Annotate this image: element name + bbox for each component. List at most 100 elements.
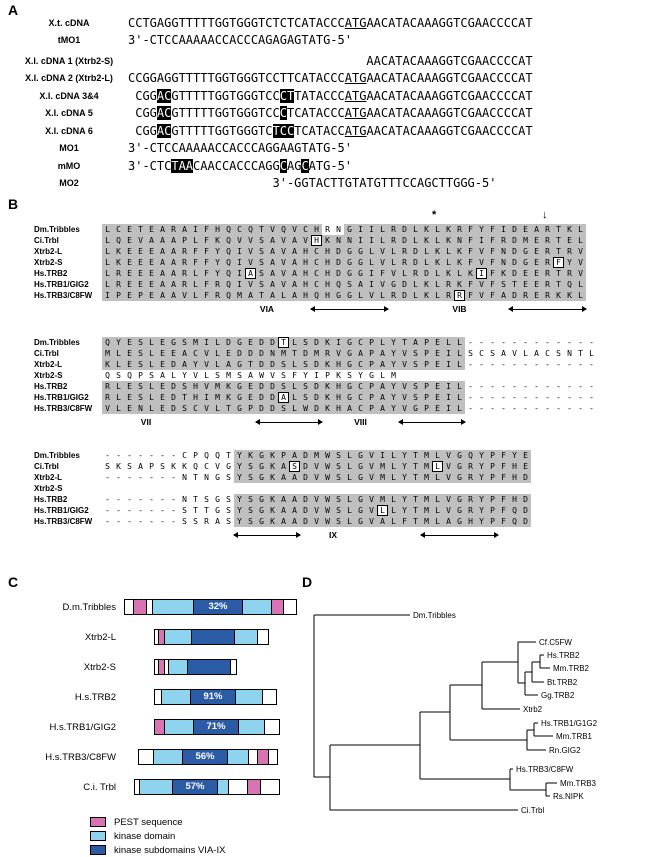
alignment-row: Hs.TRB1/GIG2 L R E E E A A R L F R Q I V S A V A H C H Q S A I V G D… <box>34 279 597 290</box>
aa-cell: F <box>498 450 509 461</box>
aa-cell: H <box>300 279 311 290</box>
aa-cell: L <box>432 505 443 516</box>
aa-cell <box>212 483 223 494</box>
aa-cell: Q <box>223 290 234 301</box>
aa-cell: M <box>212 381 223 392</box>
legend-label: kinase subdomains VIA-IX <box>114 844 226 856</box>
aa-cell: H <box>300 268 311 279</box>
aa-cell: E <box>124 348 135 359</box>
aa-cell <box>113 483 124 494</box>
sequence-row: X.l. cDNA 3&4 CGGACGTTTTTGGTGGGTCCCTTATA… <box>10 87 533 105</box>
aa-cell: R <box>454 290 465 301</box>
domain-bar <box>154 659 237 675</box>
aa-cell: C <box>355 392 366 403</box>
aa-cell: I <box>443 403 454 414</box>
seq-segment: AACATACAAAGGTCGAACCCCAT <box>366 71 533 86</box>
aa-cell: K <box>564 290 575 301</box>
structure-arrow <box>233 532 301 538</box>
aa-cell: L <box>410 224 421 235</box>
aa-cell <box>146 483 157 494</box>
aa-cell: S <box>410 348 421 359</box>
aa-cell: Y <box>234 494 245 505</box>
aa-cell: S <box>300 359 311 370</box>
domain-segment <box>264 719 280 735</box>
aa-cell: E <box>157 337 168 348</box>
aa-cell: F <box>487 268 498 279</box>
aa-cell: K <box>553 290 564 301</box>
sequence-row-label: MO2 <box>59 178 79 189</box>
aa-cell: K <box>564 224 575 235</box>
aa-cell: R <box>113 268 124 279</box>
sequence-row-label: tMO1 <box>57 35 81 46</box>
domain-row: Xtrb2-S <box>4 652 297 682</box>
aa-cell: A <box>245 268 256 279</box>
aa-cell: S <box>300 381 311 392</box>
mismatch-highlight: AC <box>156 123 172 138</box>
aa-cell <box>157 483 168 494</box>
aa-cell: V <box>215 462 220 471</box>
alignment-row-label: Dm.Tribbles <box>34 338 80 347</box>
aa-cell: R <box>179 268 190 279</box>
alignment-row: Hs.TRB2- - - - - - - N T S G S Y S G K A A D V W S L G V M L Y T M L V G… <box>34 494 597 505</box>
sequence-row: MO2 3'-GGTACTTGTATGTTTCCAGCTTGGG-5' <box>10 175 533 193</box>
aa-cell: L <box>190 235 201 246</box>
aa-cell: C <box>190 348 201 359</box>
aa-cell: A <box>289 472 300 483</box>
aa-cell: R <box>410 268 421 279</box>
aa-cell: S <box>182 517 187 526</box>
aa-cell: V <box>443 494 454 505</box>
aa-cell: R <box>542 279 553 290</box>
aa-cell: V <box>311 461 322 472</box>
aa-cell: S <box>135 392 146 403</box>
aa-cell: R <box>179 279 190 290</box>
aa-cell: R <box>498 235 509 246</box>
aa-cell: E <box>157 359 168 370</box>
sequence-text: CGGACGTTTTTGGTGGGTCCCTTATACCCATGAACATACA… <box>128 88 533 103</box>
sequence-text: 3'-CTCTAACAACCACCCAGGCAGCATG-5' <box>128 158 352 173</box>
aa-cell: C <box>311 268 322 279</box>
aa-cell: R <box>564 268 575 279</box>
aa-cell: S <box>556 349 561 358</box>
aa-cell: - <box>105 506 110 515</box>
aa-cell: E <box>245 337 256 348</box>
aa-cell: - <box>589 404 594 413</box>
legend-swatch <box>90 831 106 841</box>
aa-cell: S <box>204 495 209 504</box>
aa-cell: R <box>212 279 223 290</box>
aa-cell: M <box>311 450 322 461</box>
aa-cell: D <box>300 505 311 516</box>
alignment-row: Dm.Tribbles L C E T E A R A I F H Q C Q T V Q V C H R N G I I L R D L… <box>34 224 597 235</box>
aa-cell: G <box>344 224 355 235</box>
aa-cell: K <box>267 461 278 472</box>
domain-row: H.s.TRB2 91% <box>4 682 297 712</box>
domain-segment: 56% <box>182 749 228 765</box>
aa-cell: L <box>454 337 465 348</box>
aa-cell: T <box>553 246 564 257</box>
panel-c-domain-diagrams: D.m.Tribbles 32% Xtrb2-L Xtrb2-S H.s.TRB2 91%… <box>4 592 297 857</box>
aa-cell <box>201 483 212 494</box>
aa-cell: V <box>278 235 289 246</box>
aa-cell: A <box>157 246 168 257</box>
aa-cell: G <box>256 516 267 527</box>
aa-cell: Q <box>127 371 132 380</box>
aa-cell: L <box>454 392 465 403</box>
aa-cell: - <box>589 360 594 369</box>
mismatch-highlight: AC <box>156 106 172 121</box>
aa-cell: G <box>256 472 267 483</box>
legend-row: kinase subdomains VIA-IX <box>90 843 297 857</box>
aa-cell: P <box>421 337 432 348</box>
aa-cell: - <box>567 404 572 413</box>
aa-cell: F <box>465 290 476 301</box>
domain-legend: PEST sequence kinase domain kinase subdoma… <box>90 815 297 857</box>
aa-cell: G <box>344 359 355 370</box>
aa-cell: S <box>289 461 300 472</box>
aa-cell: T <box>410 472 421 483</box>
aa-cell: - <box>468 360 473 369</box>
aa-cell: V <box>245 235 256 246</box>
aa-cell: D <box>399 224 410 235</box>
subdomain-label: VIB <box>452 304 467 314</box>
aa-cell: K <box>267 472 278 483</box>
aa-cell: L <box>289 337 300 348</box>
aa-cell: I <box>201 392 212 403</box>
aa-cell: A <box>355 348 366 359</box>
